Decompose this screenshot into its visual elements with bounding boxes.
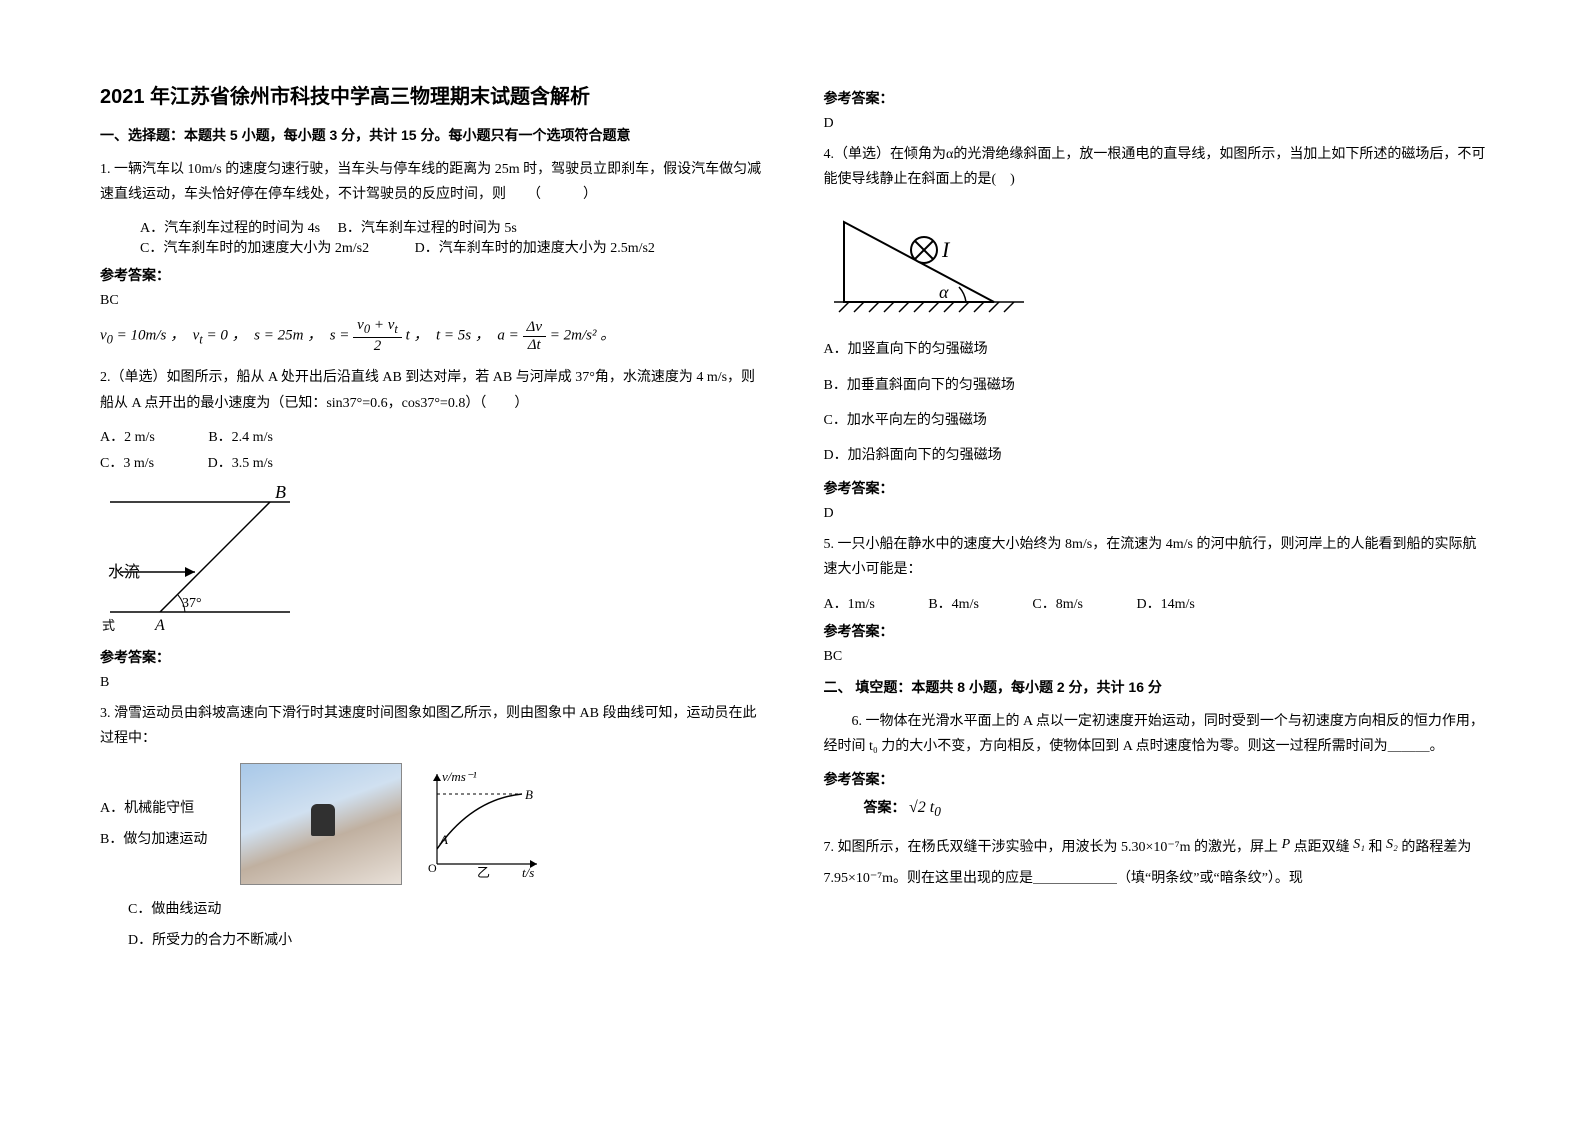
q2-label-flow: 水流 (108, 563, 140, 581)
question-3: 3. 滑雪运动员由斜坡高速向下滑行时其速度时间图象如图乙所示，则由图象中 AB … (100, 701, 764, 751)
q2-label-b: B (275, 482, 286, 502)
q7-p: P (1282, 837, 1291, 852)
skiing-photo (240, 763, 402, 885)
q5-text: 5. 一只小船在静水中的速度大小始终为 8m/s，在流速为 4m/s 的河中航行… (824, 537, 1477, 577)
q2-label-angle: 37° (182, 596, 202, 611)
skier-icon (311, 804, 335, 836)
q5-answer: BC (824, 649, 1488, 665)
q3-opt-a: A．机械能守恒 (100, 796, 220, 821)
q6-answer: 答案： √2 t0 (824, 797, 1488, 820)
q4-opt-c: C．加水平向左的匀强磁场 (824, 408, 1488, 433)
q5-options: A．1m/s B．4m/s C．8m/s D．14m/s (824, 593, 1488, 613)
q1-opt-c: C．汽车刹车时的加速度大小为 2m/s2 (140, 241, 369, 256)
section-2-header: 二、 填空题：本题共 8 小题，每小题 2 分，共计 16 分 (824, 677, 1488, 697)
q3-images: A．机械能守恒 B．做匀加速运动 v/ms⁻¹ t/s A B O 乙 (100, 763, 764, 885)
q3-answer-label: 参考答案： (824, 88, 1488, 108)
q2-answer-label: 参考答案： (100, 647, 764, 667)
exam-title: 2021 年江苏省徐州市科技中学高三物理期末试题含解析 (100, 80, 764, 109)
q3-answer: D (824, 116, 1488, 132)
q6-answer-formula: √2 t0 (909, 799, 941, 816)
q5-opt-d: D．14m/s (1137, 593, 1195, 613)
q5-opt-c: C．8m/s (1032, 593, 1083, 613)
q2-options-row2: C．3 m/s D．3.5 m/s (100, 452, 764, 472)
left-column: 2021 年江苏省徐州市科技中学高三物理期末试题含解析 一、选择题：本题共 5 … (100, 80, 764, 960)
q1-options-line1: A．汽车刹车过程的时间为 4s B．汽车刹车过程的时间为 5s (100, 217, 764, 237)
chart-caption: 乙 (477, 865, 490, 879)
q4-opt-d: D．加沿斜面向下的匀强磁场 (824, 443, 1488, 468)
q3-opt-d: D．所受力的合力不断减小 (128, 928, 764, 953)
q7-part2: 点距双缝 (1290, 840, 1353, 855)
right-column: 参考答案： D 4.（单选）在倾角为α的光滑绝缘斜面上，放一根通电的直导线，如图… (824, 80, 1488, 960)
q4-diagram: I α (824, 202, 1488, 327)
q1-text: 1. 一辆汽车以 10m/s 的速度匀速行驶，当车头与停车线的距离为 25m 时… (100, 162, 761, 202)
q4-answer: D (824, 506, 1488, 522)
q1-answer: BC (100, 293, 764, 309)
chart-point-b: B (525, 787, 533, 802)
q1-opt-d: D．汽车刹车时的加速度大小为 2.5m/s2 (415, 241, 655, 256)
q2-opt-a: A．2 m/s (100, 426, 155, 446)
q2-diagram: B A 水流 37° 式 (100, 482, 764, 637)
q5-opt-a: A．1m/s (824, 593, 875, 613)
q7-s1: S₁ (1353, 837, 1365, 852)
section-1-header: 一、选择题：本题共 5 小题，每小题 3 分，共计 15 分。每小题只有一个选项… (100, 125, 764, 145)
q6-answer-prefix: 答案： (864, 799, 906, 815)
q2-options-row1: A．2 m/s B．2.4 m/s (100, 426, 764, 446)
q5-opt-b: B．4m/s (928, 593, 979, 613)
question-7: 7. 如图所示，在杨氏双缝干涉实验中，用波长为 5.30×10⁻⁷m 的激光，屏… (824, 830, 1488, 895)
q6-text: 6. 一物体在光滑水平面上的 A 点以一定初速度开始运动，同时受到一个与初速度方… (824, 714, 1484, 754)
question-5: 5. 一只小船在静水中的速度大小始终为 8m/s，在流速为 4m/s 的河中航行… (824, 532, 1488, 582)
question-6: 6. 一物体在光滑水平面上的 A 点以一定初速度开始运动，同时受到一个与初速度方… (824, 709, 1488, 759)
q7-part1: 7. 如图所示，在杨氏双缝干涉实验中，用波长为 5.30×10⁻⁷m 的激光，屏… (824, 840, 1282, 855)
q7-part3: 和 (1365, 840, 1386, 855)
q5-answer-label: 参考答案： (824, 621, 1488, 641)
chart-point-a: A (439, 832, 448, 847)
question-2: 2.（单选）如图所示，船从 A 处开出后沿直线 AB 到达对岸，若 AB 与河岸… (100, 365, 764, 415)
q3-opt-b: B．做匀加速运动 (100, 827, 220, 852)
q2-opt-b: B．2.4 m/s (208, 426, 273, 446)
chart-y-label: v/ms⁻¹ (442, 769, 477, 784)
q3-chart: v/ms⁻¹ t/s A B O 乙 (422, 769, 542, 879)
q4-label-i: I (941, 237, 951, 262)
q4-text: 4.（单选）在倾角为α的光滑绝缘斜面上，放一根通电的直导线，如图所示，当加上如下… (824, 147, 1486, 187)
chart-origin: O (428, 861, 437, 875)
q1-opt-a: A．汽车刹车过程的时间为 4s (140, 221, 320, 236)
q2-label-a: A (154, 617, 165, 632)
q3-opt-c: C．做曲线运动 (128, 897, 764, 922)
q4-answer-label: 参考答案： (824, 478, 1488, 498)
q4-opt-a: A．加竖直向下的匀强磁场 (824, 337, 1488, 362)
question-1: 1. 一辆汽车以 10m/s 的速度匀速行驶，当车头与停车线的距离为 25m 时… (100, 157, 764, 207)
q1-answer-label: 参考答案： (100, 265, 764, 285)
chart-x-label: t/s (522, 865, 534, 879)
q2-label-side: 式 (102, 618, 115, 632)
q2-opt-c: C．3 m/s (100, 452, 154, 472)
q4-opt-b: B．加垂直斜面向下的匀强磁场 (824, 373, 1488, 398)
q1-options-line2: C．汽车刹车时的加速度大小为 2m/s2 D．汽车刹车时的加速度大小为 2.5m… (100, 237, 764, 257)
q1-opt-b: B．汽车刹车过程的时间为 5s (338, 221, 517, 236)
page-container: 2021 年江苏省徐州市科技中学高三物理期末试题含解析 一、选择题：本题共 5 … (0, 0, 1587, 1000)
q2-text: 2.（单选）如图所示，船从 A 处开出后沿直线 AB 到达对岸，若 AB 与河岸… (100, 370, 755, 410)
q7-s2: S₂ (1386, 837, 1398, 852)
q1-formula: v0 = 10m/s ， vt = 0 ， s = 25m ， s = v0 +… (100, 317, 764, 355)
q4-label-alpha: α (939, 282, 949, 302)
q2-answer: B (100, 675, 764, 691)
q2-opt-d: D．3.5 m/s (208, 452, 273, 472)
question-4: 4.（单选）在倾角为α的光滑绝缘斜面上，放一根通电的直导线，如图所示，当加上如下… (824, 142, 1488, 192)
q6-answer-label: 参考答案： (824, 769, 1488, 789)
q3-text: 3. 滑雪运动员由斜坡高速向下滑行时其速度时间图象如图乙所示，则由图象中 AB … (100, 706, 756, 746)
